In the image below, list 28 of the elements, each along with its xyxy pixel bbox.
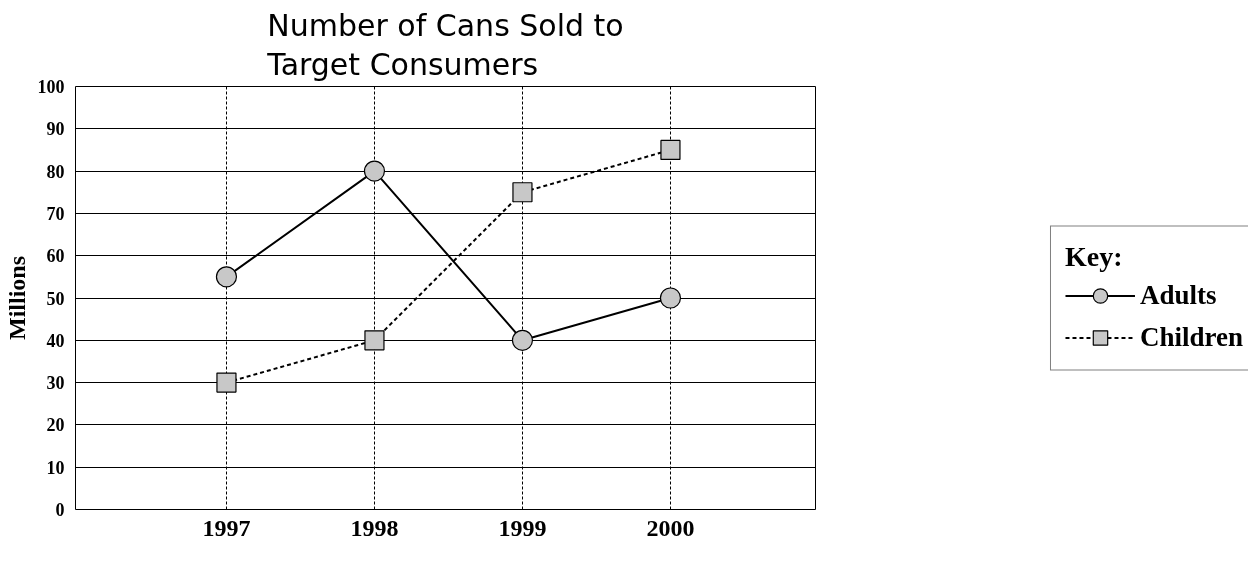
- point: [363, 160, 386, 182]
- point: [364, 330, 385, 351]
- y-tick-label: 20: [46, 415, 65, 436]
- y-tick-label: 80: [46, 161, 65, 182]
- point: [215, 266, 238, 288]
- chart-title: Number of Cans Sold to Target Consumers: [266, 8, 624, 82]
- point: [660, 139, 681, 161]
- y-tick-label: 0: [55, 500, 65, 520]
- y-tick-label: 50: [46, 288, 65, 309]
- y-tick-label: 90: [46, 119, 65, 140]
- point: [659, 287, 682, 309]
- point: [512, 182, 533, 203]
- x-tick-label: 1999: [498, 514, 547, 541]
- y-tick-label: 10: [46, 457, 65, 478]
- y-axis-title: Millions: [3, 255, 30, 341]
- x-tick-label: 2000: [646, 514, 695, 541]
- legend-label: Adults: [1139, 279, 1217, 311]
- point: [511, 329, 534, 351]
- y-tick-label: 70: [46, 203, 65, 224]
- legend-label: Children: [1139, 321, 1244, 353]
- x-tick-label: 1998: [350, 514, 399, 541]
- y-tick-label: 40: [46, 330, 65, 351]
- point: [216, 372, 237, 393]
- y-tick-label: 60: [46, 246, 65, 267]
- y-tick-label: 100: [37, 77, 65, 97]
- legend-title: Key:: [1064, 240, 1124, 272]
- y-tick-label: 30: [46, 373, 65, 394]
- x-tick-label: 1997: [202, 514, 251, 541]
